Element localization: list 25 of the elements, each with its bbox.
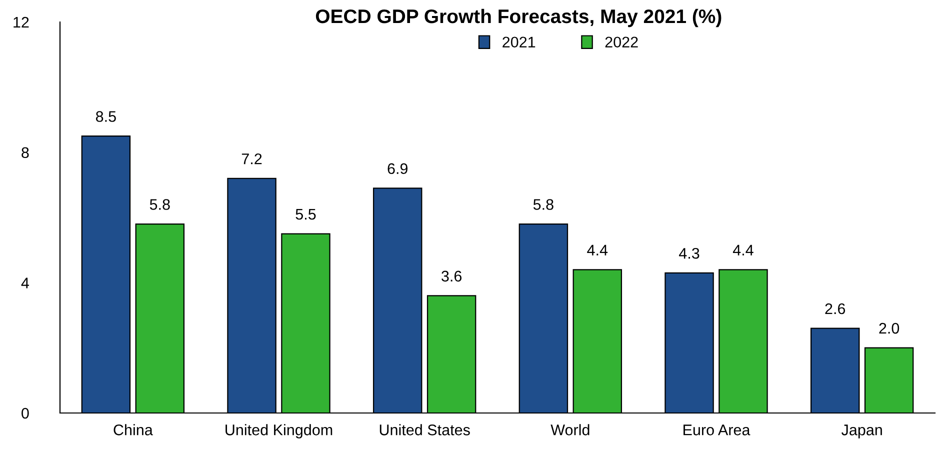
legend-label: 2021 bbox=[502, 36, 536, 48]
y-tick-label: 8 bbox=[22, 147, 29, 158]
x-tick-label: China bbox=[114, 424, 153, 436]
data-label: 5.8 bbox=[150, 199, 170, 210]
data-label: 7.2 bbox=[242, 153, 262, 164]
chart-title: OECD GDP Growth Forecasts, May 2021 (%) bbox=[316, 8, 722, 28]
y-tick-label: 0 bbox=[22, 408, 29, 419]
legend-label: 2022 bbox=[605, 36, 638, 48]
x-tick-label: World bbox=[550, 424, 590, 436]
data-label: 4.3 bbox=[679, 248, 700, 259]
data-label: 8.5 bbox=[96, 111, 116, 122]
y-tick-label: 4 bbox=[21, 278, 29, 288]
data-label: 5.5 bbox=[296, 209, 316, 220]
data-label: 5.8 bbox=[533, 199, 554, 210]
data-label: 6.9 bbox=[388, 163, 408, 174]
data-label: 2.6 bbox=[825, 303, 846, 314]
x-tick-label: Japan bbox=[842, 424, 882, 438]
x-tick-label: Euro Area bbox=[684, 424, 750, 436]
data-label: 4.4 bbox=[587, 244, 608, 256]
x-tick-label: United Kingdom bbox=[226, 424, 332, 438]
data-label: 2.0 bbox=[879, 322, 900, 334]
y-tick-label: 12 bbox=[14, 16, 29, 28]
data-label: 3.6 bbox=[442, 270, 462, 282]
data-label: 4.4 bbox=[732, 244, 754, 256]
x-tick-label: United States bbox=[380, 424, 470, 436]
